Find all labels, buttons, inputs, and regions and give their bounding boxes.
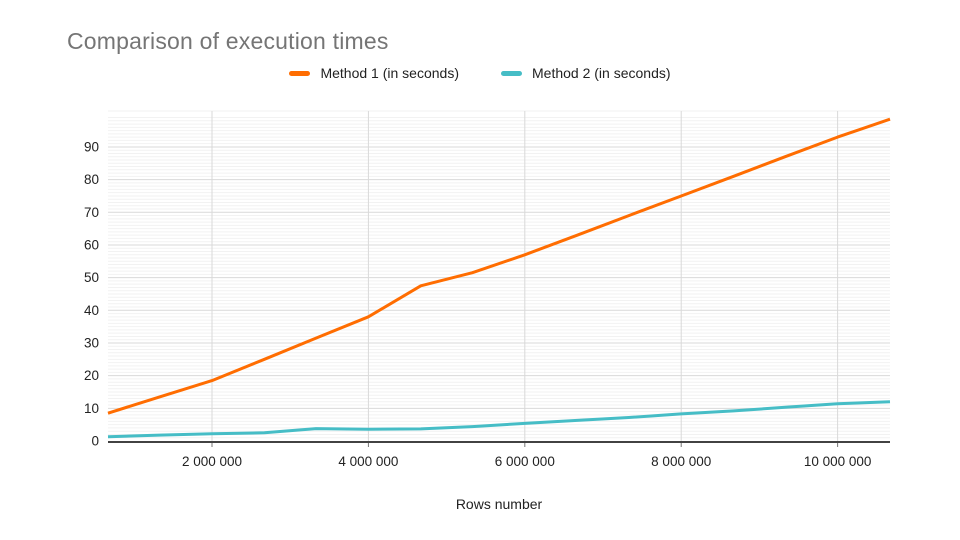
y-tick-label: 60 [84, 237, 99, 252]
y-tick-label: 0 [91, 434, 99, 449]
legend-label-method-2: Method 2 (in seconds) [532, 65, 671, 81]
x-axis-title: Rows number [455, 496, 543, 512]
x-tick-label: 10 000 000 [804, 454, 872, 469]
y-tick-label: 70 [84, 205, 99, 220]
x-tick-label: 2 000 000 [182, 454, 242, 469]
x-tick-label: 8 000 000 [651, 454, 711, 469]
legend: Method 1 (in seconds) Method 2 (in secon… [0, 65, 960, 81]
y-tick-label: 30 [84, 335, 99, 350]
y-tick-label: 20 [84, 368, 99, 383]
y-tick-label: 10 [84, 401, 99, 416]
series-line-method-2 [107, 400, 891, 439]
legend-item-method-1: Method 1 (in seconds) [289, 65, 459, 81]
y-tick-label: 90 [84, 139, 99, 154]
y-tick-label: 50 [84, 270, 99, 285]
x-tick-label: 4 000 000 [338, 454, 398, 469]
method-2-swatch-icon [501, 70, 522, 76]
y-tick-label: 80 [84, 172, 99, 187]
method-1-swatch-icon [289, 70, 311, 76]
legend-label-method-1: Method 1 (in seconds) [320, 65, 459, 81]
x-tick-label: 6 000 000 [495, 454, 555, 469]
legend-item-method-2: Method 2 (in seconds) [501, 65, 671, 81]
y-tick-label: 40 [84, 303, 99, 318]
chart-title: Comparison of execution times [67, 28, 389, 54]
series-line-method-1 [107, 117, 891, 415]
